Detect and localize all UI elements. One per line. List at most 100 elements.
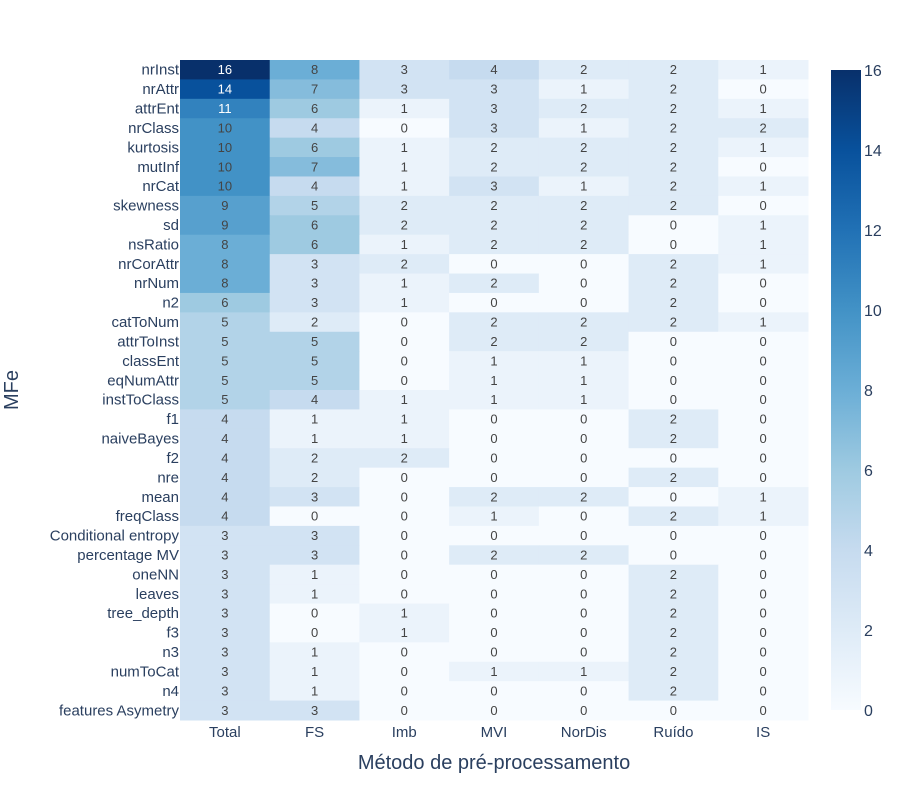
heatmap-cell-label: 5 (221, 315, 228, 330)
y-tick-label: percentage MV (77, 547, 179, 564)
heatmap-cell (449, 331, 540, 352)
heatmap-cell-label: 3 (490, 179, 497, 194)
heatmap-cell (359, 351, 450, 372)
heatmap-cell-label: 1 (311, 664, 318, 679)
heatmap-cell (180, 215, 271, 236)
heatmap-cell (538, 195, 630, 216)
y-tick-label: kurtosis (127, 139, 179, 156)
heatmap-cell (628, 79, 719, 100)
heatmap-cell (718, 273, 809, 294)
heatmap-cell (538, 448, 630, 469)
heatmap-cell-label: 5 (221, 334, 228, 349)
y-tick-label: f2 (166, 450, 179, 467)
heatmap-cell (269, 331, 360, 352)
heatmap-cell-label: 4 (221, 450, 228, 465)
heatmap-cell-label: 2 (670, 82, 677, 97)
y-tick-label: nre (157, 469, 179, 486)
heatmap-cell (718, 390, 809, 410)
heatmap-cell (449, 312, 540, 333)
y-tick-label: attrEnt (135, 101, 180, 118)
heatmap-cell (449, 584, 540, 605)
heatmap-cell-label: 0 (670, 450, 677, 465)
heatmap-cell (718, 525, 809, 546)
heatmap-cell-label: 1 (760, 315, 767, 330)
heatmap-cell (628, 157, 719, 177)
heatmap-cell (449, 157, 540, 177)
heatmap-cell (628, 118, 719, 139)
heatmap-cell (180, 98, 271, 119)
heatmap-cell (628, 409, 719, 430)
y-tick-label: nrAttr (142, 81, 179, 98)
heatmap-cell (269, 234, 360, 255)
heatmap-cell-label: 1 (311, 412, 318, 427)
heatmap-cell-label: 2 (670, 295, 677, 310)
heatmap-cell-label: 0 (580, 703, 587, 718)
heatmap-cell (628, 215, 719, 236)
heatmap-cell-label: 2 (670, 62, 677, 77)
heatmap-cell-label: 0 (490, 606, 497, 621)
heatmap-cell (180, 428, 271, 449)
heatmap-cell-label: 2 (670, 256, 677, 271)
heatmap-cell (269, 487, 360, 507)
heatmap-cell (449, 195, 540, 216)
heatmap-cell (449, 215, 540, 236)
heatmap-cell-label: 2 (670, 198, 677, 213)
heatmap-cell-label: 0 (760, 82, 767, 97)
heatmap-cell-label: 2 (580, 218, 587, 233)
heatmap-cell-label: 0 (401, 470, 408, 485)
heatmap-cell-label: 3 (221, 645, 228, 660)
heatmap-cell-label: 0 (401, 664, 408, 679)
heatmap-cell (269, 467, 360, 488)
heatmap-cell (269, 176, 360, 197)
heatmap-cell (628, 292, 719, 313)
heatmap-cell-label: 0 (401, 645, 408, 660)
heatmap-cell-label: 4 (221, 470, 228, 485)
heatmap-cell-label: 2 (670, 276, 677, 291)
y-tick-label: tree_depth (107, 605, 179, 622)
heatmap-cell-label: 0 (401, 703, 408, 718)
x-tick-label: IS (756, 724, 770, 741)
heatmap-cell (538, 157, 630, 177)
heatmap-cell (718, 622, 809, 643)
heatmap-cell (628, 584, 719, 605)
heatmap-cell (538, 564, 630, 585)
y-tick-label: nrInst (141, 62, 179, 79)
heatmap-cell-label: 0 (760, 548, 767, 563)
heatmap-cell (538, 60, 630, 80)
heatmap-cell-label: 0 (670, 353, 677, 368)
heatmap-cell-label: 0 (401, 120, 408, 135)
heatmap-cell (628, 564, 719, 585)
heatmap-cell-label: 5 (221, 373, 228, 388)
heatmap-cell-label: 0 (760, 606, 767, 621)
x-tick-label: Imb (392, 724, 417, 741)
heatmap-cell-label: 2 (670, 664, 677, 679)
heatmap-cell-label: 1 (401, 412, 408, 427)
heatmap-cell (449, 254, 540, 275)
heatmap-cell (718, 157, 809, 177)
heatmap-cell (628, 428, 719, 449)
heatmap-cell (449, 525, 540, 546)
heatmap-cell-label: 0 (490, 683, 497, 698)
colorbar-tick-label: 4 (864, 543, 873, 560)
heatmap-cell (718, 351, 809, 372)
heatmap-cell (180, 681, 271, 702)
heatmap-cell-label: 0 (760, 353, 767, 368)
heatmap-cell (269, 370, 360, 391)
heatmap-cell (359, 370, 450, 391)
y-tick-label: Conditional entropy (50, 528, 180, 545)
heatmap-cell-label: 3 (311, 489, 318, 504)
heatmap-cell (359, 642, 450, 663)
heatmap-cell-label: 1 (401, 237, 408, 252)
heatmap-cell-label: 6 (311, 140, 318, 155)
heatmap-cell-label: 4 (311, 120, 318, 135)
heatmap-cell (628, 642, 719, 663)
heatmap-cell (180, 312, 271, 333)
y-tick-label: n2 (162, 295, 179, 312)
heatmap-cell (449, 487, 540, 507)
heatmap-cell (718, 584, 809, 605)
heatmap-cell-label: 0 (401, 353, 408, 368)
heatmap-cell (180, 176, 271, 197)
heatmap-cell-label: 0 (760, 295, 767, 310)
heatmap-cell (359, 176, 450, 197)
heatmap-cell-label: 6 (221, 295, 228, 310)
